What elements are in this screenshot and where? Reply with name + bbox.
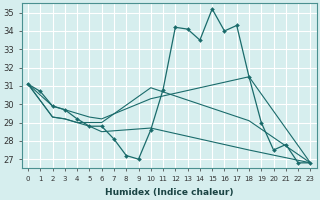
X-axis label: Humidex (Indice chaleur): Humidex (Indice chaleur) [105,188,234,197]
